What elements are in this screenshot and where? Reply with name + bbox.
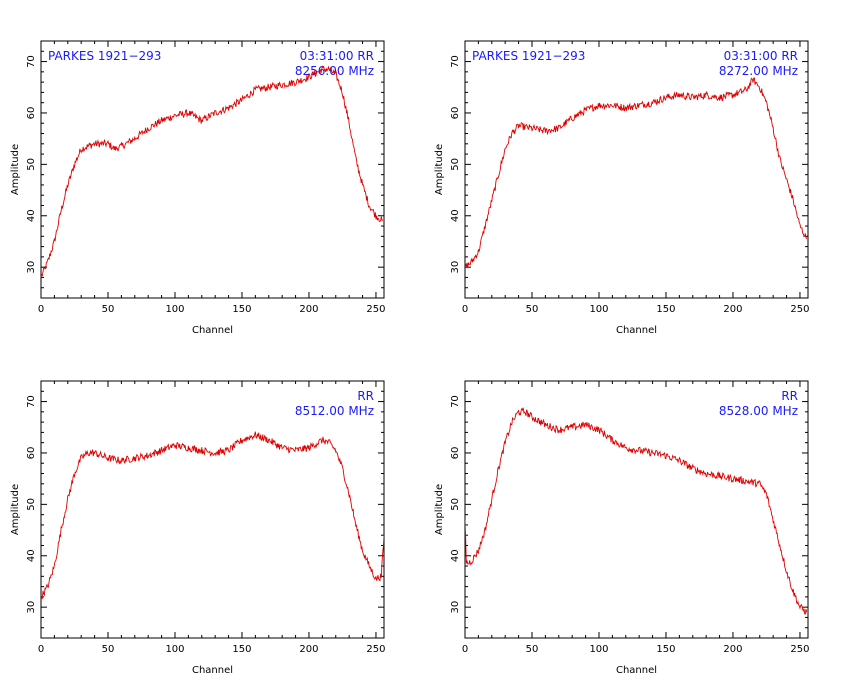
time-polarization-annotation: 03:31:00 RR [300, 49, 374, 63]
y-tick-label: 50 [450, 498, 461, 511]
frequency-annotation: 8512.00 MHz [295, 404, 374, 418]
x-tick-label: 250 [790, 644, 809, 655]
y-tick-label: 60 [26, 107, 37, 120]
y-tick-label: 30 [450, 601, 461, 614]
y-tick-label: 30 [26, 601, 37, 614]
y-tick-label: 40 [450, 209, 461, 222]
y-tick-label: 30 [26, 261, 37, 274]
frequency-annotation: 8272.00 MHz [719, 64, 798, 78]
x-tick-label: 250 [366, 644, 385, 655]
y-axis-label: Amplitude [434, 144, 445, 195]
x-tick-label: 100 [165, 304, 184, 315]
x-axis-label: Channel [192, 325, 233, 336]
plot-frame [464, 380, 809, 639]
time-polarization-annotation: RR [781, 389, 798, 403]
y-tick-label: 40 [450, 549, 461, 562]
x-tick-label: 200 [723, 304, 742, 315]
y-axis-label: Amplitude [10, 144, 21, 195]
y-axis-label: Amplitude [434, 484, 445, 535]
panel-3: 0 50 100 150 200 250 30 40 50 60 70 Channel Amplitud… [10, 380, 386, 676]
x-tick-label: 150 [656, 644, 675, 655]
y-tick-label: 50 [26, 498, 37, 511]
x-tick-label: 100 [589, 644, 608, 655]
x-tick-label: 0 [462, 304, 468, 315]
source-annotation: PARKES 1921−293 [48, 49, 161, 63]
x-axis-label: Channel [192, 665, 233, 676]
x-tick-label: 50 [102, 644, 115, 655]
time-polarization-annotation: RR [357, 389, 374, 403]
spectrum-line [465, 406, 808, 615]
y-tick-label: 30 [450, 261, 461, 274]
source-annotation: PARKES 1921−293 [472, 49, 585, 63]
x-tick-label: 50 [102, 304, 115, 315]
y-tick-label: 50 [26, 158, 37, 171]
plot-frame [40, 40, 385, 299]
panel-1: 0 50 100 150 200 250 30 40 50 60 70 Channel Amplitud… [10, 40, 386, 336]
x-tick-label: 200 [299, 644, 318, 655]
x-tick-label: 0 [38, 304, 44, 315]
spectrum-line [41, 65, 384, 278]
y-tick-label: 40 [26, 209, 37, 222]
plot-frame [40, 380, 385, 639]
x-tick-label: 150 [232, 304, 251, 315]
panel-2: 0 50 100 150 200 250 30 40 50 60 70 Channel Amplitud… [434, 40, 810, 336]
x-tick-label: 150 [232, 644, 251, 655]
y-tick-label: 70 [450, 55, 461, 68]
x-tick-label: 50 [526, 304, 539, 315]
x-tick-label: 150 [656, 304, 675, 315]
x-axis-label: Channel [616, 665, 657, 676]
y-tick-label: 70 [450, 395, 461, 408]
y-tick-label: 60 [26, 447, 37, 460]
x-tick-label: 200 [299, 304, 318, 315]
frequency-annotation: 8528.00 MHz [719, 404, 798, 418]
y-tick-label: 50 [450, 158, 461, 171]
x-tick-label: 0 [38, 644, 44, 655]
x-tick-label: 200 [723, 644, 742, 655]
y-tick-label: 70 [26, 55, 37, 68]
plot-frame [464, 40, 809, 299]
x-tick-label: 50 [526, 644, 539, 655]
y-tick-label: 40 [26, 549, 37, 562]
panel-4: 0 50 100 150 200 250 30 40 50 60 70 Channel Amplitud… [434, 380, 810, 676]
x-tick-label: 100 [589, 304, 608, 315]
x-tick-label: 250 [790, 304, 809, 315]
y-tick-label: 60 [450, 107, 461, 120]
spectrum-line [41, 431, 384, 600]
x-tick-label: 100 [165, 644, 184, 655]
y-axis-label: Amplitude [10, 484, 21, 535]
x-axis-label: Channel [616, 325, 657, 336]
x-tick-label: 0 [462, 644, 468, 655]
spectrum-line [465, 77, 808, 269]
x-tick-label: 250 [366, 304, 385, 315]
y-tick-label: 60 [450, 447, 461, 460]
time-polarization-annotation: 03:31:00 RR [724, 49, 798, 63]
y-tick-label: 70 [26, 395, 37, 408]
